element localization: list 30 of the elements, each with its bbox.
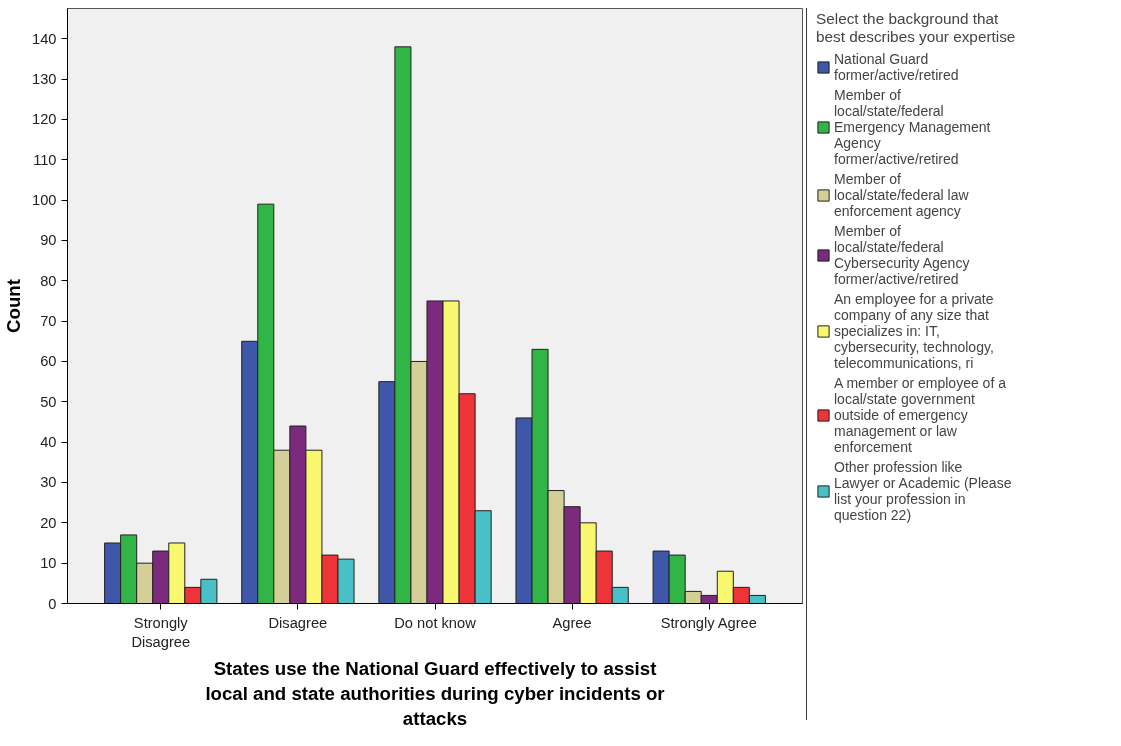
x-tick-label: Disagree [268, 614, 328, 631]
y-tick-label: 130 [32, 71, 57, 88]
y-tick-label: 120 [32, 111, 57, 128]
x-tick-label: Do not know [394, 614, 477, 631]
legend-label: National Guard former/active/retired [834, 51, 959, 83]
y-tick-label: 100 [32, 192, 57, 209]
y-tick-label: 10 [40, 555, 57, 572]
y-tick-label: 80 [40, 272, 57, 289]
legend-label: Other profession like Lawyer or Academic (Please list your profession in question 22) [834, 459, 1012, 523]
x-tick-label: Strongly Disagree [131, 614, 191, 650]
y-tick-label: 20 [40, 514, 57, 531]
x-tick-label: Agree [552, 614, 592, 631]
legend-label: Member of local/state/federal law enforcement agency [834, 171, 969, 219]
y-tick-label: 40 [40, 434, 57, 451]
legend-title: Select the background that best describes your expertise [816, 10, 1016, 46]
legend-label: An employee for a private company of any size that specializes in: IT, cybersecurity, technology, telecommunications, ri [834, 291, 994, 371]
y-tick-label: 60 [40, 353, 57, 370]
legend-label: A member or employee of a local/state government outside of emergency management or law enforcement [834, 375, 1006, 455]
y-tick-label: 50 [40, 393, 57, 410]
y-tick-label: 30 [40, 474, 57, 491]
y-tick-label: 110 [33, 151, 57, 168]
legend-label: Member of local/state/federal Cybersecurity Agency former/active/retired [834, 223, 970, 287]
y-tick-label: 140 [32, 30, 57, 47]
x-tick-label: Strongly Agree [660, 614, 757, 631]
y-axis-title: Count [3, 279, 25, 333]
x-axis-title: States use the National Guard effectively to assist local and state authorities during cyber incidents or attacks [205, 657, 665, 730]
y-tick-label: 0 [48, 595, 57, 612]
legend-label: Member of local/state/federal Emergency Management Agency former/active/retired [834, 87, 991, 167]
y-tick-label: 90 [40, 232, 57, 249]
y-tick-label: 70 [40, 313, 57, 330]
